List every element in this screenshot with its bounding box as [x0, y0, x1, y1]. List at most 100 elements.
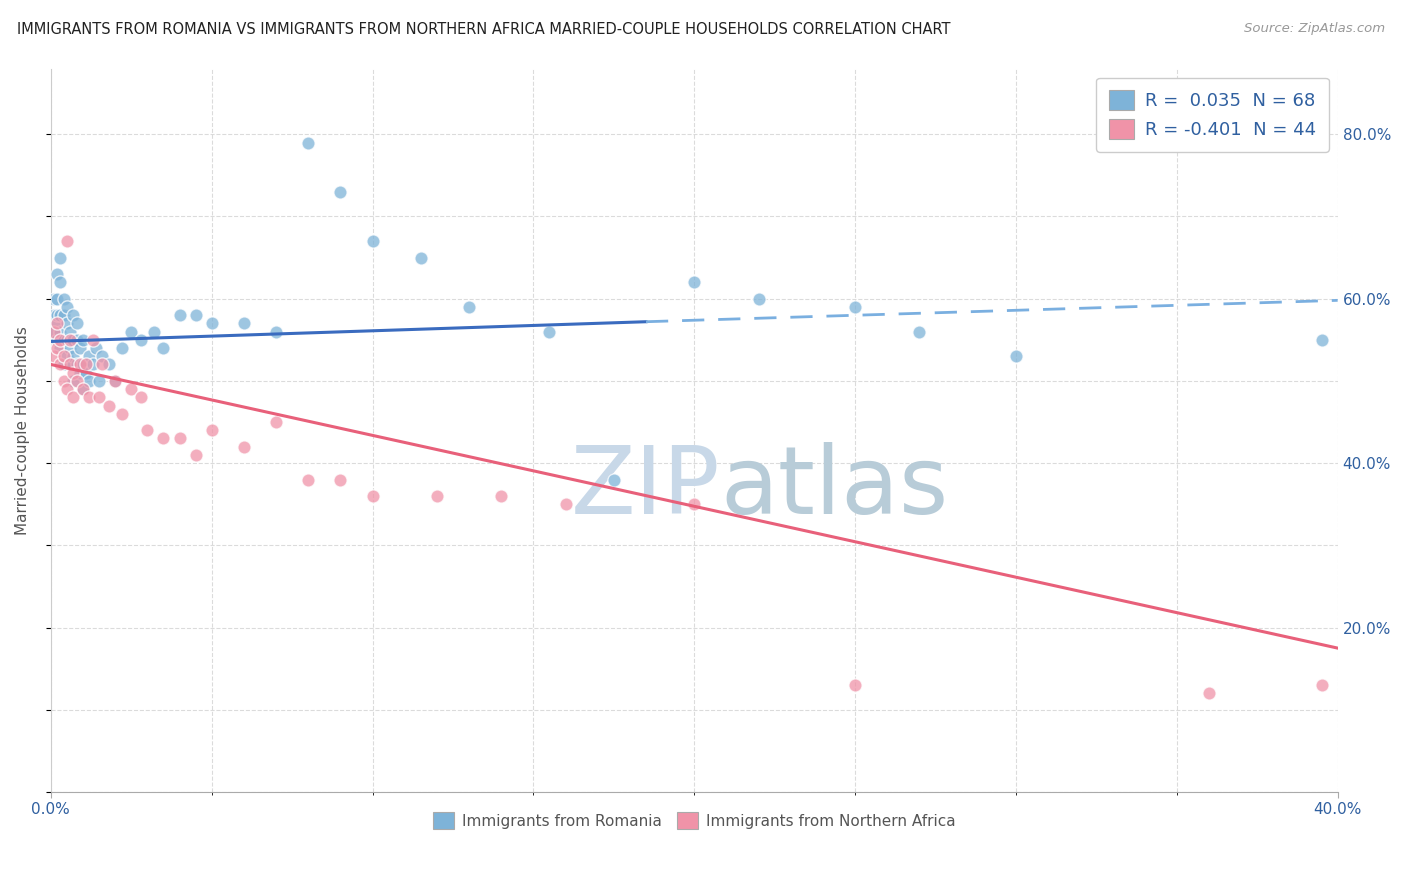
Point	[683, 275, 706, 289]
Point	[52, 349, 75, 363]
Point	[49, 251, 72, 265]
Point	[49, 325, 72, 339]
Point	[62, 333, 84, 347]
Y-axis label: Married-couple Households: Married-couple Households	[15, 326, 30, 534]
Point	[75, 366, 97, 380]
Point	[538, 325, 561, 339]
Point	[489, 489, 512, 503]
Text: atlas: atlas	[720, 442, 948, 534]
Point	[42, 292, 65, 306]
Point	[110, 341, 132, 355]
Point	[361, 234, 384, 248]
Point	[42, 349, 65, 363]
Point	[59, 333, 82, 347]
Point	[65, 358, 87, 372]
Point	[1198, 686, 1220, 700]
Point	[184, 448, 207, 462]
Point	[62, 374, 84, 388]
Point	[142, 325, 165, 339]
Point	[1310, 333, 1333, 347]
Point	[426, 489, 449, 503]
Point	[65, 333, 87, 347]
Point	[49, 333, 72, 347]
Point	[91, 358, 114, 372]
Point	[62, 366, 84, 380]
Legend: Immigrants from Romania, Immigrants from Northern Africa: Immigrants from Romania, Immigrants from…	[426, 806, 962, 835]
Point	[329, 185, 352, 199]
Point	[56, 234, 79, 248]
Point	[97, 399, 120, 413]
Point	[152, 341, 174, 355]
Point	[136, 423, 159, 437]
Point	[79, 390, 101, 404]
Point	[201, 317, 224, 331]
Point	[62, 308, 84, 322]
Point	[1310, 678, 1333, 692]
Point	[69, 366, 91, 380]
Point	[844, 678, 866, 692]
Point	[603, 473, 626, 487]
Point	[84, 341, 107, 355]
Point	[104, 374, 127, 388]
Point	[52, 292, 75, 306]
Point	[49, 358, 72, 372]
Point	[46, 333, 69, 347]
Point	[1005, 349, 1028, 363]
Point	[361, 489, 384, 503]
Point	[52, 358, 75, 372]
Point	[75, 358, 97, 372]
Point	[232, 317, 254, 331]
Point	[184, 308, 207, 322]
Point	[201, 423, 224, 437]
Point	[232, 440, 254, 454]
Point	[554, 497, 576, 511]
Point	[46, 317, 69, 331]
Point	[59, 358, 82, 372]
Point	[129, 390, 152, 404]
Point	[49, 341, 72, 355]
Point	[120, 382, 142, 396]
Point	[59, 341, 82, 355]
Point	[91, 349, 114, 363]
Point	[82, 333, 104, 347]
Point	[72, 333, 94, 347]
Text: IMMIGRANTS FROM ROMANIA VS IMMIGRANTS FROM NORTHERN AFRICA MARRIED-COUPLE HOUSEH: IMMIGRANTS FROM ROMANIA VS IMMIGRANTS FR…	[17, 22, 950, 37]
Point	[110, 407, 132, 421]
Point	[52, 308, 75, 322]
Point	[297, 473, 319, 487]
Point	[79, 374, 101, 388]
Text: ZIP: ZIP	[571, 442, 720, 534]
Point	[46, 308, 69, 322]
Point	[329, 473, 352, 487]
Point	[264, 325, 287, 339]
Point	[42, 325, 65, 339]
Point	[87, 390, 110, 404]
Point	[97, 358, 120, 372]
Point	[169, 308, 191, 322]
Text: Source: ZipAtlas.com: Source: ZipAtlas.com	[1244, 22, 1385, 36]
Point	[56, 349, 79, 363]
Point	[844, 300, 866, 314]
Point	[59, 325, 82, 339]
Point	[46, 341, 69, 355]
Point	[169, 432, 191, 446]
Point	[49, 275, 72, 289]
Point	[62, 390, 84, 404]
Point	[82, 358, 104, 372]
Point	[52, 333, 75, 347]
Point	[62, 349, 84, 363]
Point	[69, 341, 91, 355]
Point	[65, 317, 87, 331]
Point	[129, 333, 152, 347]
Point	[264, 415, 287, 429]
Point	[409, 251, 432, 265]
Point	[69, 358, 91, 372]
Point	[49, 308, 72, 322]
Point	[87, 374, 110, 388]
Point	[56, 333, 79, 347]
Point	[46, 317, 69, 331]
Point	[72, 358, 94, 372]
Point	[72, 382, 94, 396]
Point	[46, 292, 69, 306]
Point	[120, 325, 142, 339]
